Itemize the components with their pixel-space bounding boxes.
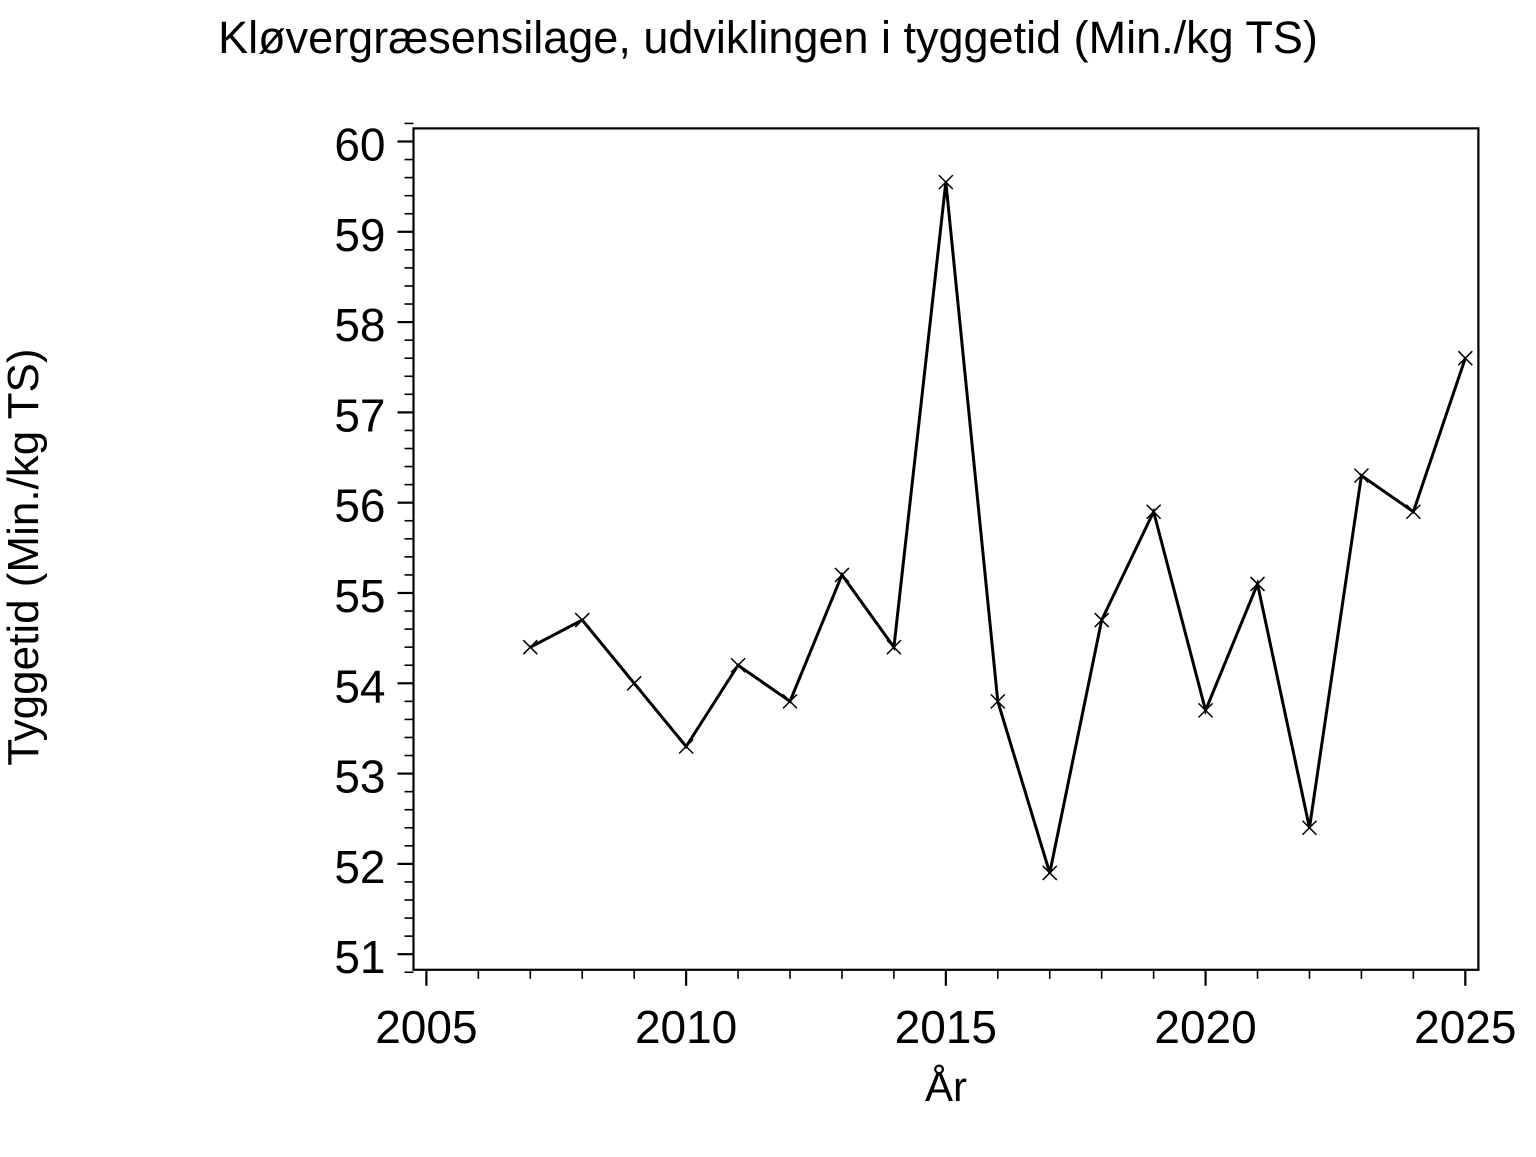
svg-text:2005: 2005 <box>375 1001 477 1053</box>
svg-text:Kløvergræsensilage, udvikling: Kløvergræsensilage, udviklingen i tygget… <box>218 12 1318 63</box>
svg-text:57: 57 <box>334 389 385 441</box>
svg-text:Tyggetid (Min./kg TS): Tyggetid (Min./kg TS) <box>0 348 48 765</box>
svg-text:56: 56 <box>334 480 385 532</box>
svg-text:53: 53 <box>334 751 385 803</box>
svg-text:2015: 2015 <box>895 1001 997 1053</box>
svg-text:54: 54 <box>334 660 385 712</box>
svg-text:51: 51 <box>334 931 385 983</box>
svg-text:55: 55 <box>334 570 385 622</box>
svg-text:59: 59 <box>334 209 385 261</box>
svg-text:52: 52 <box>334 841 385 893</box>
svg-text:2025: 2025 <box>1414 1001 1516 1053</box>
svg-text:2010: 2010 <box>635 1001 737 1053</box>
svg-text:År: År <box>925 1063 967 1110</box>
svg-text:58: 58 <box>334 299 385 351</box>
svg-text:2020: 2020 <box>1154 1001 1256 1053</box>
svg-text:60: 60 <box>334 118 385 170</box>
